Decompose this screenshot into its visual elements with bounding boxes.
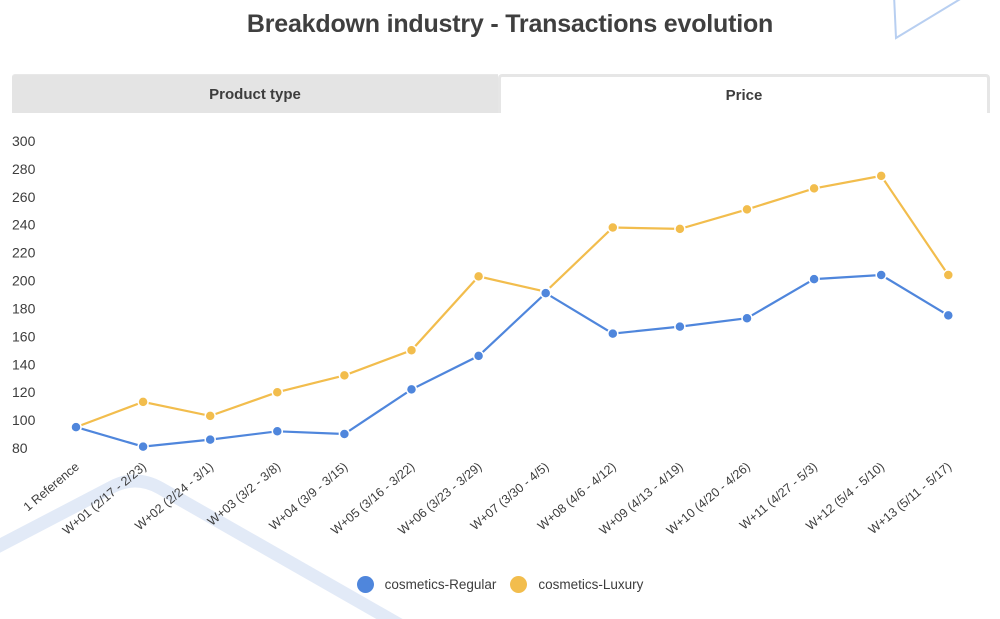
y-tick-label: 300 xyxy=(12,133,36,149)
data-point-regular[interactable] xyxy=(137,440,149,453)
data-point-regular[interactable] xyxy=(674,320,686,333)
chart-legend: cosmetics-Regular cosmetics-Luxury xyxy=(0,576,1000,593)
y-axis: 80 100 120 140 160 180 200 220 240 260 280 300 xyxy=(12,133,36,456)
legend-item-regular[interactable]: cosmetics-Regular xyxy=(356,576,497,593)
data-point-regular[interactable] xyxy=(741,312,753,324)
data-point-regular[interactable] xyxy=(942,309,955,322)
page-title: Breakdown industry - Transactions evolut… xyxy=(246,10,774,38)
data-point-regular[interactable] xyxy=(472,350,485,362)
data-point-luxury[interactable] xyxy=(472,270,485,283)
legend-dot-regular-icon xyxy=(356,576,374,593)
y-tick-label: 180 xyxy=(12,300,36,316)
series-lines xyxy=(75,174,950,448)
data-point-luxury[interactable] xyxy=(942,269,955,281)
legend-label: cosmetics-Luxury xyxy=(538,577,644,592)
data-point-regular[interactable] xyxy=(875,269,887,281)
tab-bar: Product type Price xyxy=(12,74,990,113)
data-point-luxury[interactable] xyxy=(741,203,753,216)
data-point-luxury[interactable] xyxy=(338,369,351,382)
legend-label: cosmetics-Regular xyxy=(384,577,497,592)
data-point-regular[interactable] xyxy=(338,428,351,440)
y-tick-label: 260 xyxy=(12,189,36,205)
y-tick-label: 80 xyxy=(12,440,28,456)
tab-label: Product type xyxy=(209,85,301,103)
data-point-luxury[interactable] xyxy=(607,221,619,234)
data-point-regular[interactable] xyxy=(808,273,820,285)
data-point-regular[interactable] xyxy=(539,287,552,299)
legend-dot-luxury-icon xyxy=(510,576,528,593)
data-point-regular[interactable] xyxy=(405,383,418,396)
y-tick-label: 280 xyxy=(12,161,36,177)
series-line-luxury xyxy=(75,174,950,429)
tab-label: Price xyxy=(725,86,763,104)
data-point-regular[interactable] xyxy=(607,327,619,340)
data-point-luxury[interactable] xyxy=(674,223,686,235)
data-point-luxury[interactable] xyxy=(808,182,820,195)
data-point-regular[interactable] xyxy=(204,433,216,446)
data-point-luxury[interactable] xyxy=(204,410,216,422)
tab-product-type[interactable]: Product type xyxy=(12,74,498,113)
data-point-regular[interactable] xyxy=(271,425,284,438)
data-point-luxury[interactable] xyxy=(875,170,887,182)
legend-item-luxury[interactable]: cosmetics-Luxury xyxy=(510,576,643,593)
y-tick-label: 240 xyxy=(12,217,36,233)
y-tick-label: 120 xyxy=(12,384,36,400)
x-tick-label: 1 Reference xyxy=(21,460,82,515)
line-chart: 80 100 120 140 160 180 200 220 240 260 280 300 1 Re… xyxy=(12,133,955,538)
data-point-luxury[interactable] xyxy=(137,396,149,408)
series-line-regular xyxy=(75,273,949,448)
y-tick-label: 200 xyxy=(12,273,36,289)
data-point-luxury[interactable] xyxy=(271,386,284,398)
data-point-regular[interactable] xyxy=(70,421,82,433)
series-points xyxy=(70,170,955,453)
y-tick-label: 160 xyxy=(12,328,36,344)
data-point-luxury[interactable] xyxy=(405,344,418,357)
tab-price[interactable]: Price xyxy=(498,74,990,113)
y-tick-label: 220 xyxy=(12,245,36,261)
y-tick-label: 140 xyxy=(12,356,36,372)
y-tick-label: 100 xyxy=(12,412,36,428)
